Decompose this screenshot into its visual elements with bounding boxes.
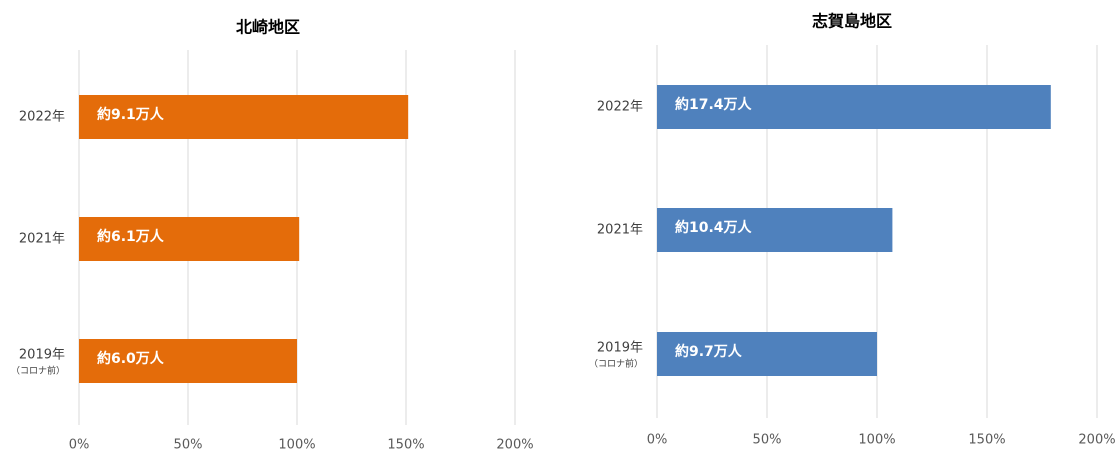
bar <box>79 95 409 139</box>
bar <box>657 332 877 376</box>
x-tick-label: 50% <box>753 433 782 448</box>
y-tick-sublabel: （コロナ前） <box>589 358 643 370</box>
x-tick-label: 0% <box>69 438 90 451</box>
bar <box>79 217 300 261</box>
y-tick-label: 2022年 <box>597 100 643 115</box>
bar-label: 約17.4万人 <box>675 96 753 113</box>
x-tick-label: 100% <box>278 438 315 451</box>
y-tick-sublabel: （コロナ前） <box>11 365 65 377</box>
bar-label: 約9.1万人 <box>97 106 165 123</box>
bar-label: 約9.7万人 <box>675 343 743 360</box>
bar <box>79 339 297 383</box>
x-tick-label: 100% <box>858 433 895 448</box>
x-tick-label: 150% <box>387 438 424 451</box>
bar-label: 約6.0万人 <box>97 350 165 367</box>
chart-title: 志賀島地区 <box>812 12 892 31</box>
x-tick-label: 50% <box>174 438 203 451</box>
y-tick-label: 2019年 <box>597 341 643 356</box>
y-tick-label: 2022年 <box>19 110 65 125</box>
x-tick-label: 200% <box>496 438 533 451</box>
x-tick-label: 0% <box>647 433 668 448</box>
x-tick-label: 150% <box>968 433 1005 448</box>
bar <box>657 208 893 252</box>
y-tick-label: 2021年 <box>19 232 65 247</box>
chart-title: 北崎地区 <box>236 18 300 37</box>
bar-label: 約10.4万人 <box>675 219 753 236</box>
bar <box>657 85 1051 129</box>
y-tick-label: 2021年 <box>597 223 643 238</box>
y-tick-label: 2019年 <box>19 348 65 363</box>
bar-label: 約6.1万人 <box>97 228 165 245</box>
x-tick-label: 200% <box>1078 433 1115 448</box>
